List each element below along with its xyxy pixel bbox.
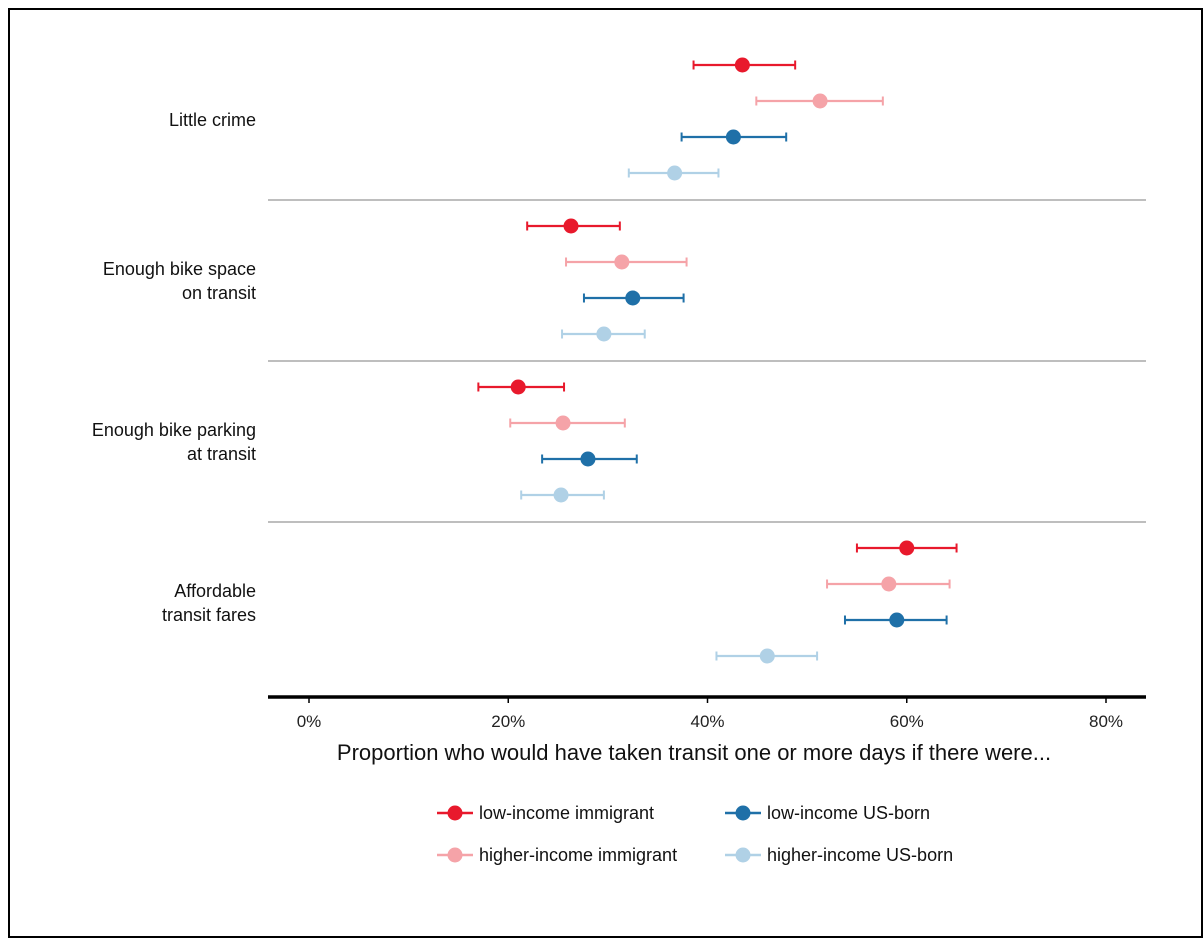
legend: low-income immigrant higher-income immigr…: [437, 803, 953, 865]
error-bar-point: [627, 165, 720, 181]
error-bar-point: [565, 254, 688, 270]
data-point: [580, 451, 596, 467]
error-bar-point: [477, 379, 566, 395]
error-bar-point: [680, 129, 788, 145]
legend-label: low-income immigrant: [479, 803, 654, 823]
data-point: [881, 576, 897, 592]
data-point: [734, 57, 750, 73]
category-label: Little crime: [169, 110, 256, 130]
legend-item: higher-income immigrant: [437, 845, 677, 865]
data-point: [759, 648, 775, 664]
error-bar-point: [509, 415, 626, 431]
error-bar-point: [561, 326, 646, 342]
category-label: Affordable: [174, 581, 256, 601]
x-tick-label: 60%: [890, 712, 924, 731]
legend-label: higher-income immigrant: [479, 845, 677, 865]
data-marks: [477, 57, 958, 664]
data-point: [667, 165, 683, 181]
data-point: [563, 218, 579, 234]
data-point: [555, 415, 571, 431]
error-bar-point: [755, 93, 884, 109]
data-point: [725, 129, 741, 145]
category-label: on transit: [182, 283, 256, 303]
figure-frame: [8, 8, 1203, 938]
x-tick-label: 80%: [1089, 712, 1123, 731]
x-tick-label: 0%: [297, 712, 322, 731]
x-axis: 0% 20% 40% 60% 80%: [268, 695, 1146, 731]
error-bar-point: [843, 612, 948, 628]
legend-item: higher-income US-born: [725, 845, 953, 865]
error-bar-point: [826, 576, 951, 592]
data-point: [553, 487, 569, 503]
data-point: [596, 326, 612, 342]
error-bar-point: [541, 451, 638, 467]
legend-label: low-income US-born: [767, 803, 930, 823]
legend-swatch-dot: [447, 847, 463, 863]
error-bar-point: [855, 540, 958, 556]
data-point: [812, 93, 828, 109]
error-bar-point: [520, 487, 605, 503]
data-point: [614, 254, 630, 270]
legend-swatch-dot: [447, 805, 463, 821]
legend-swatch-dot: [735, 847, 751, 863]
legend-item: low-income US-born: [725, 803, 930, 823]
x-tick-label: 20%: [491, 712, 525, 731]
x-tick-label: 40%: [690, 712, 724, 731]
category-label: Enough bike parking: [92, 420, 256, 440]
legend-item: low-income immigrant: [437, 803, 654, 823]
x-axis-title: Proportion who would have taken transit …: [337, 740, 1051, 765]
category-label: transit fares: [162, 605, 256, 625]
error-bar-point: [692, 57, 797, 73]
error-bar-point: [715, 648, 819, 664]
category-label: at transit: [187, 444, 256, 464]
data-point: [510, 379, 526, 395]
category-label: Enough bike space: [103, 259, 256, 279]
legend-label: higher-income US-born: [767, 845, 953, 865]
legend-swatch-dot: [735, 805, 751, 821]
category-labels: Little crime Enough bike space on transit E…: [92, 110, 256, 625]
category-separators: [268, 199, 1146, 523]
data-point: [899, 540, 915, 556]
data-point: [625, 290, 641, 306]
error-bar-point: [526, 218, 621, 234]
data-point: [889, 612, 905, 628]
error-bar-point: [582, 290, 685, 306]
